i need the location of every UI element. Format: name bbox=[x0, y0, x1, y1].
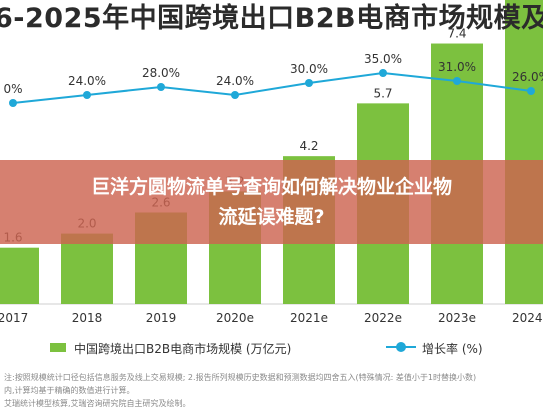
x-tick-label-2021e: 2021e bbox=[290, 311, 328, 325]
growth-rate-label-2022e: 35.0% bbox=[364, 52, 402, 66]
growth-rate-label-2017: 0% bbox=[3, 82, 22, 96]
x-tick-label-2017: 2017 bbox=[0, 311, 28, 325]
article-title[interactable]: 巨洋方圆物流单号查询如何解决物业企业物 流延误难题? bbox=[0, 172, 543, 232]
growth-rate-label-2018: 24.0% bbox=[68, 74, 106, 88]
bar-value-label-2022e: 5.7 bbox=[373, 86, 392, 100]
legend-bar-label: 中国跨境出口B2B电商市场规模 (万亿元) bbox=[74, 342, 292, 356]
chart-title: 6-2025年中国跨境出口B2B电商市场规模及 bbox=[0, 3, 543, 34]
article-title-banner bbox=[0, 160, 543, 244]
x-tick-label-2023e: 2023e bbox=[438, 311, 476, 325]
x-tick-label-2020e: 2020e bbox=[216, 311, 254, 325]
source-note-line-3: 艾瑞统计模型核算,艾瑞咨询研究院自主研究及绘制。 bbox=[4, 399, 191, 408]
growth-rate-line bbox=[12, 71, 532, 104]
legend-line-marker bbox=[396, 342, 406, 352]
bar-2017 bbox=[0, 247, 39, 304]
bar-value-label-2023e: 7.4 bbox=[447, 27, 466, 41]
growth-rate-label-2024e: 26.0% bbox=[512, 70, 543, 84]
growth-rate-label-2023e: 31.0% bbox=[438, 60, 476, 74]
growth-rate-point-2017 bbox=[9, 99, 17, 107]
growth-rate-label-2021e: 30.0% bbox=[290, 62, 328, 76]
growth-rate-label-2019: 28.0% bbox=[142, 66, 180, 80]
bar-2018 bbox=[61, 233, 113, 304]
legend-line-label: 增长率 (%) bbox=[422, 342, 483, 356]
growth-rate-point-2021e bbox=[305, 79, 313, 87]
growth-rate-point-2019 bbox=[157, 83, 165, 91]
source-note-line-1: 注:按照规模统计口径包括信息服务及线上交易规模; 2.报告所列规模历史数据和预测… bbox=[4, 373, 477, 382]
chart-legend: 中国跨境出口B2B电商市场规模 (万亿元) 增长率 (%) bbox=[0, 336, 543, 360]
source-note: 注:按照规模统计口径包括信息服务及线上交易规模; 2.报告所列规模历史数据和预测… bbox=[4, 371, 543, 410]
legend-bar-swatch bbox=[50, 343, 66, 352]
growth-rate-point-2023e bbox=[453, 77, 461, 85]
growth-rate-point-2020e bbox=[231, 91, 239, 99]
x-tick-label-2022e: 2022e bbox=[364, 311, 402, 325]
bar-value-label-2021e: 4.2 bbox=[299, 139, 318, 153]
article-title-line-1: 巨洋方圆物流单号查询如何解决物业企业物 bbox=[90, 176, 452, 198]
growth-rate-point-2024e bbox=[527, 87, 535, 95]
growth-rate-point-2022e bbox=[379, 69, 387, 77]
x-tick-label-2024e: 2024e bbox=[512, 311, 543, 325]
x-tick-label-2019: 2019 bbox=[146, 311, 177, 325]
source-note-line-2: 内,计算均基于精确的数值进行计算。 bbox=[4, 386, 135, 395]
bar-2024e bbox=[505, 0, 543, 304]
x-tick-label-2018: 2018 bbox=[72, 311, 103, 325]
growth-rate-label-2020e: 24.0% bbox=[216, 74, 254, 88]
growth-rate-point-2018 bbox=[83, 91, 91, 99]
article-title-line-2: 流延误难题? bbox=[218, 206, 325, 228]
